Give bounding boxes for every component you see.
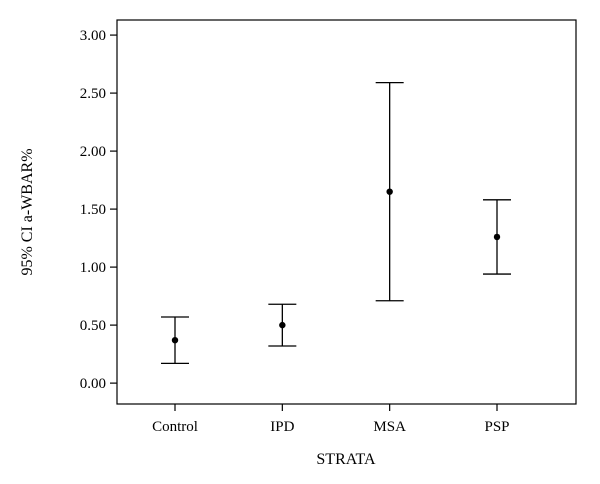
error-bar-control [161,316,189,365]
x-tick-label: PSP [484,419,509,435]
y-tick-label: 2.50 [80,86,106,102]
error-bar-psp [483,199,511,275]
y-tick-label: 1.50 [80,202,106,218]
y-tick-label: 3.00 [80,28,106,44]
y-axis: 0.00 0.50 1.00 1.50 2.00 2.50 3.00 [80,28,117,392]
x-tick-label: Control [152,419,198,435]
y-tick-label: 0.50 [80,318,106,334]
mean-point [279,321,286,329]
y-tick-label: 1.00 [80,260,106,276]
mean-point [493,233,501,241]
plot-frame [116,19,577,405]
error-bars [161,81,511,365]
error-bar-msa [375,81,404,302]
y-tick-label: 2.00 [80,144,106,160]
y-axis-title: 95% CI a-WBAR% [19,148,36,275]
mean-point [171,336,179,344]
mean-point [386,188,393,195]
x-tick-label: IPD [270,419,294,435]
x-axis: Control IPD MSA PSP [152,404,510,435]
x-tick-label: MSA [373,419,406,435]
y-tick-label: 0.00 [80,376,106,392]
x-axis-title: STRATA [316,451,376,468]
error-bar-ipd [268,303,297,347]
